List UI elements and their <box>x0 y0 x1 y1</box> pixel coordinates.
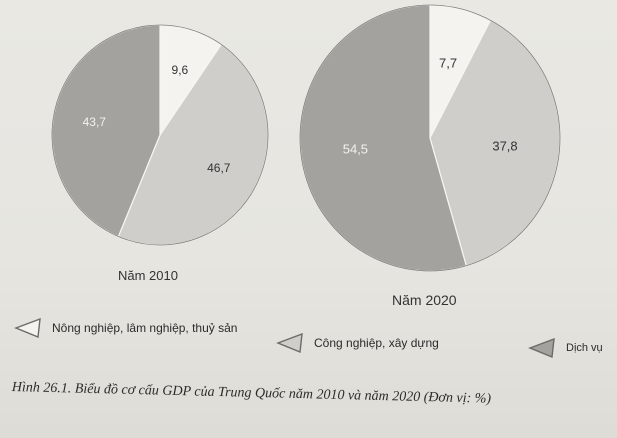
pie-outline-2010 <box>51 24 269 246</box>
legend-item-agriculture: Nông nghiệp, lâm nghiệp, thuỷ sản <box>14 318 237 338</box>
legend-item-industry: Công nghiệp, xây dựng <box>276 333 439 353</box>
legend-label-industry: Công nghiệp, xây dựng <box>314 336 439 350</box>
pie-label-2010-industry: 46,7 <box>207 161 231 175</box>
pie-title-2020: Năm 2020 <box>392 292 457 308</box>
pie-label-2010-services: 43,7 <box>83 115 107 129</box>
legend-swatch-white-icon <box>14 318 41 338</box>
pie-chart-2010: 9,6 46,7 43,7 <box>51 24 269 246</box>
pie-label-2010-agriculture: 9,6 <box>172 63 189 77</box>
legend-item-services: Dịch vụ <box>528 338 603 358</box>
pie-label-2020-industry: 37,8 <box>492 138 517 153</box>
legend-swatch-dark-gray-icon <box>528 338 555 358</box>
pie-label-2020-services: 54,5 <box>343 141 368 156</box>
pie-title-2010: Năm 2010 <box>118 268 178 283</box>
legend-label-agriculture: Nông nghiệp, lâm nghiệp, thuỷ sản <box>52 321 238 335</box>
legend-swatch-light-gray-icon <box>276 333 303 353</box>
pie-label-2020-agriculture: 7,7 <box>439 56 457 71</box>
pie-outline-2020 <box>299 4 561 272</box>
pie-chart-2020: 7,7 37,8 54,5 <box>299 4 561 272</box>
legend-label-services: Dịch vụ <box>566 342 603 354</box>
